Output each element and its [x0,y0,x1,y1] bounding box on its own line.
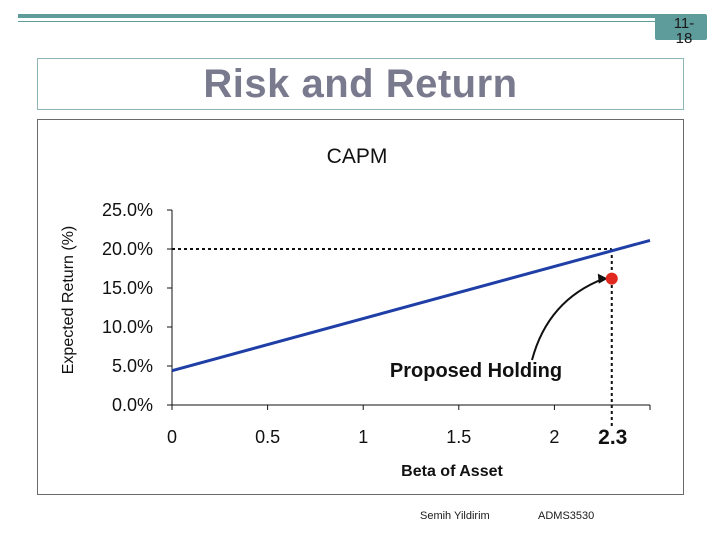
point-label: Proposed Holding [390,360,562,382]
chart-title: CAPM [327,145,388,168]
annotation-arrow [531,277,605,361]
top-rule-thin [18,21,658,22]
x-tick-label: 2 [549,427,559,447]
y-tick-label: 20.0% [102,239,153,259]
x-tick-label: 0.5 [255,427,280,447]
x-tick-label: 1.5 [446,427,471,447]
y-axis-label: Expected Return (%) [60,226,77,375]
y-tick-label: 0.0% [112,395,153,415]
data-point [605,272,618,285]
slide-title: Risk and Return [203,62,518,106]
x-tick-label: 1 [358,427,368,447]
y-tick-label: 5.0% [112,356,153,376]
y-tick-label: 10.0% [102,317,153,337]
title-box [37,58,684,110]
y-tick-label: 15.0% [102,278,153,298]
slide-number-box [655,14,707,40]
series-line [171,238,651,373]
footer-course: ADMS3530 [538,510,595,522]
annotation-arrowhead [597,273,608,284]
x-axis-label: Beta of Asset [401,463,503,480]
y-tick-label: 25.0% [102,200,153,220]
x-tick-label: 0 [167,427,177,447]
footer-author: Semih Yildirim [420,510,490,522]
slide-number: 11- 18 [673,15,695,47]
beta-annotation: 2.3 [598,426,627,449]
top-rule [18,14,658,18]
chart-frame [37,119,684,495]
